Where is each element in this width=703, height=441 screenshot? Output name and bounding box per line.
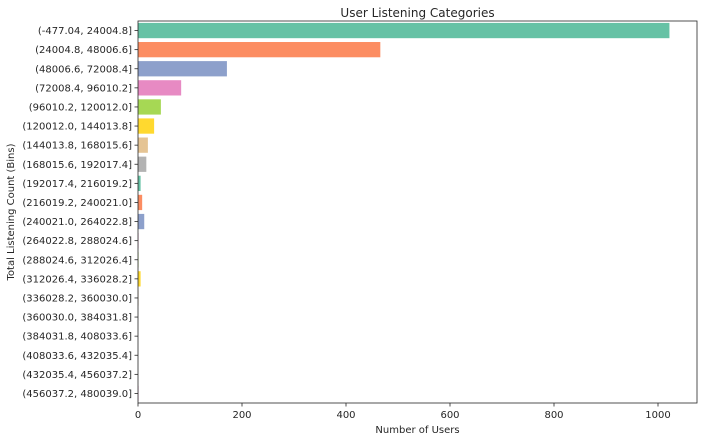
x-tick-label-5: 1000 — [645, 410, 670, 421]
bar-1 — [138, 42, 381, 58]
y-tick-label-1: (24004.8, 48006.6] — [35, 45, 132, 56]
y-tick-label-16: (384031.8, 408033.6] — [22, 332, 132, 343]
y-tick-label-17: (408033.6, 432035.4] — [22, 351, 132, 362]
bar-5 — [138, 118, 155, 134]
x-axis-title: Number of Users — [375, 425, 459, 436]
bar-10 — [138, 213, 145, 230]
y-tick-label-3: (72008.4, 96010.2] — [35, 83, 132, 94]
y-tick-label-12: (288024.6, 312026.4] — [22, 255, 132, 266]
x-tick-label-3: 600 — [440, 410, 459, 421]
bar-6 — [138, 137, 148, 153]
y-tick-label-19: (456037.2, 480039.0] — [22, 389, 132, 400]
y-tick-label-7: (168015.6, 192017.4] — [22, 160, 132, 171]
bar-13 — [138, 271, 141, 287]
y-axis-ticks: (-477.04, 24004.8] (24004.8, 48006.6] (480… — [22, 26, 138, 400]
x-axis-ticks: 0 200 400 600 800 1000 — [135, 403, 671, 421]
y-tick-label-18: (432035.4, 456037.2] — [22, 370, 132, 381]
bar-3 — [138, 80, 182, 96]
bars-group — [138, 22, 670, 402]
bar-9 — [138, 194, 143, 211]
y-tick-label-11: (264022.8, 288024.6] — [22, 236, 132, 247]
y-tick-label-8: (192017.4, 216019.2] — [22, 179, 132, 190]
y-tick-label-9: (216019.2, 240021.0] — [22, 198, 132, 209]
y-tick-label-2: (48006.6, 72008.4] — [35, 64, 132, 75]
plot-frame — [137, 20, 698, 404]
x-tick-label-1: 200 — [232, 410, 251, 421]
bar-7 — [138, 156, 147, 172]
x-tick-label-4: 800 — [544, 410, 563, 421]
x-tick-label-0: 0 — [135, 410, 141, 421]
y-tick-label-14: (336028.2, 360030.0] — [22, 293, 132, 304]
x-tick-label-2: 400 — [336, 410, 355, 421]
bar-4 — [138, 99, 161, 115]
bar-0 — [138, 22, 670, 39]
bar-2 — [138, 61, 227, 77]
y-tick-label-0: (-477.04, 24004.8] — [38, 26, 132, 37]
chart-title: User Listening Categories — [340, 6, 494, 20]
bar-8 — [138, 175, 141, 191]
y-tick-label-4: (96010.2, 120012.0] — [29, 102, 132, 113]
y-tick-label-5: (120012.0, 144013.8] — [22, 122, 132, 133]
y-axis-title: Total Listening Count (Bins) — [6, 143, 17, 281]
y-tick-label-15: (360030.0, 384031.8] — [22, 313, 132, 324]
y-tick-label-10: (240021.0, 264022.8] — [22, 217, 132, 228]
y-tick-label-6: (144013.8, 168015.6] — [22, 141, 132, 152]
y-tick-label-13: (312026.4, 336028.2] — [22, 274, 132, 285]
